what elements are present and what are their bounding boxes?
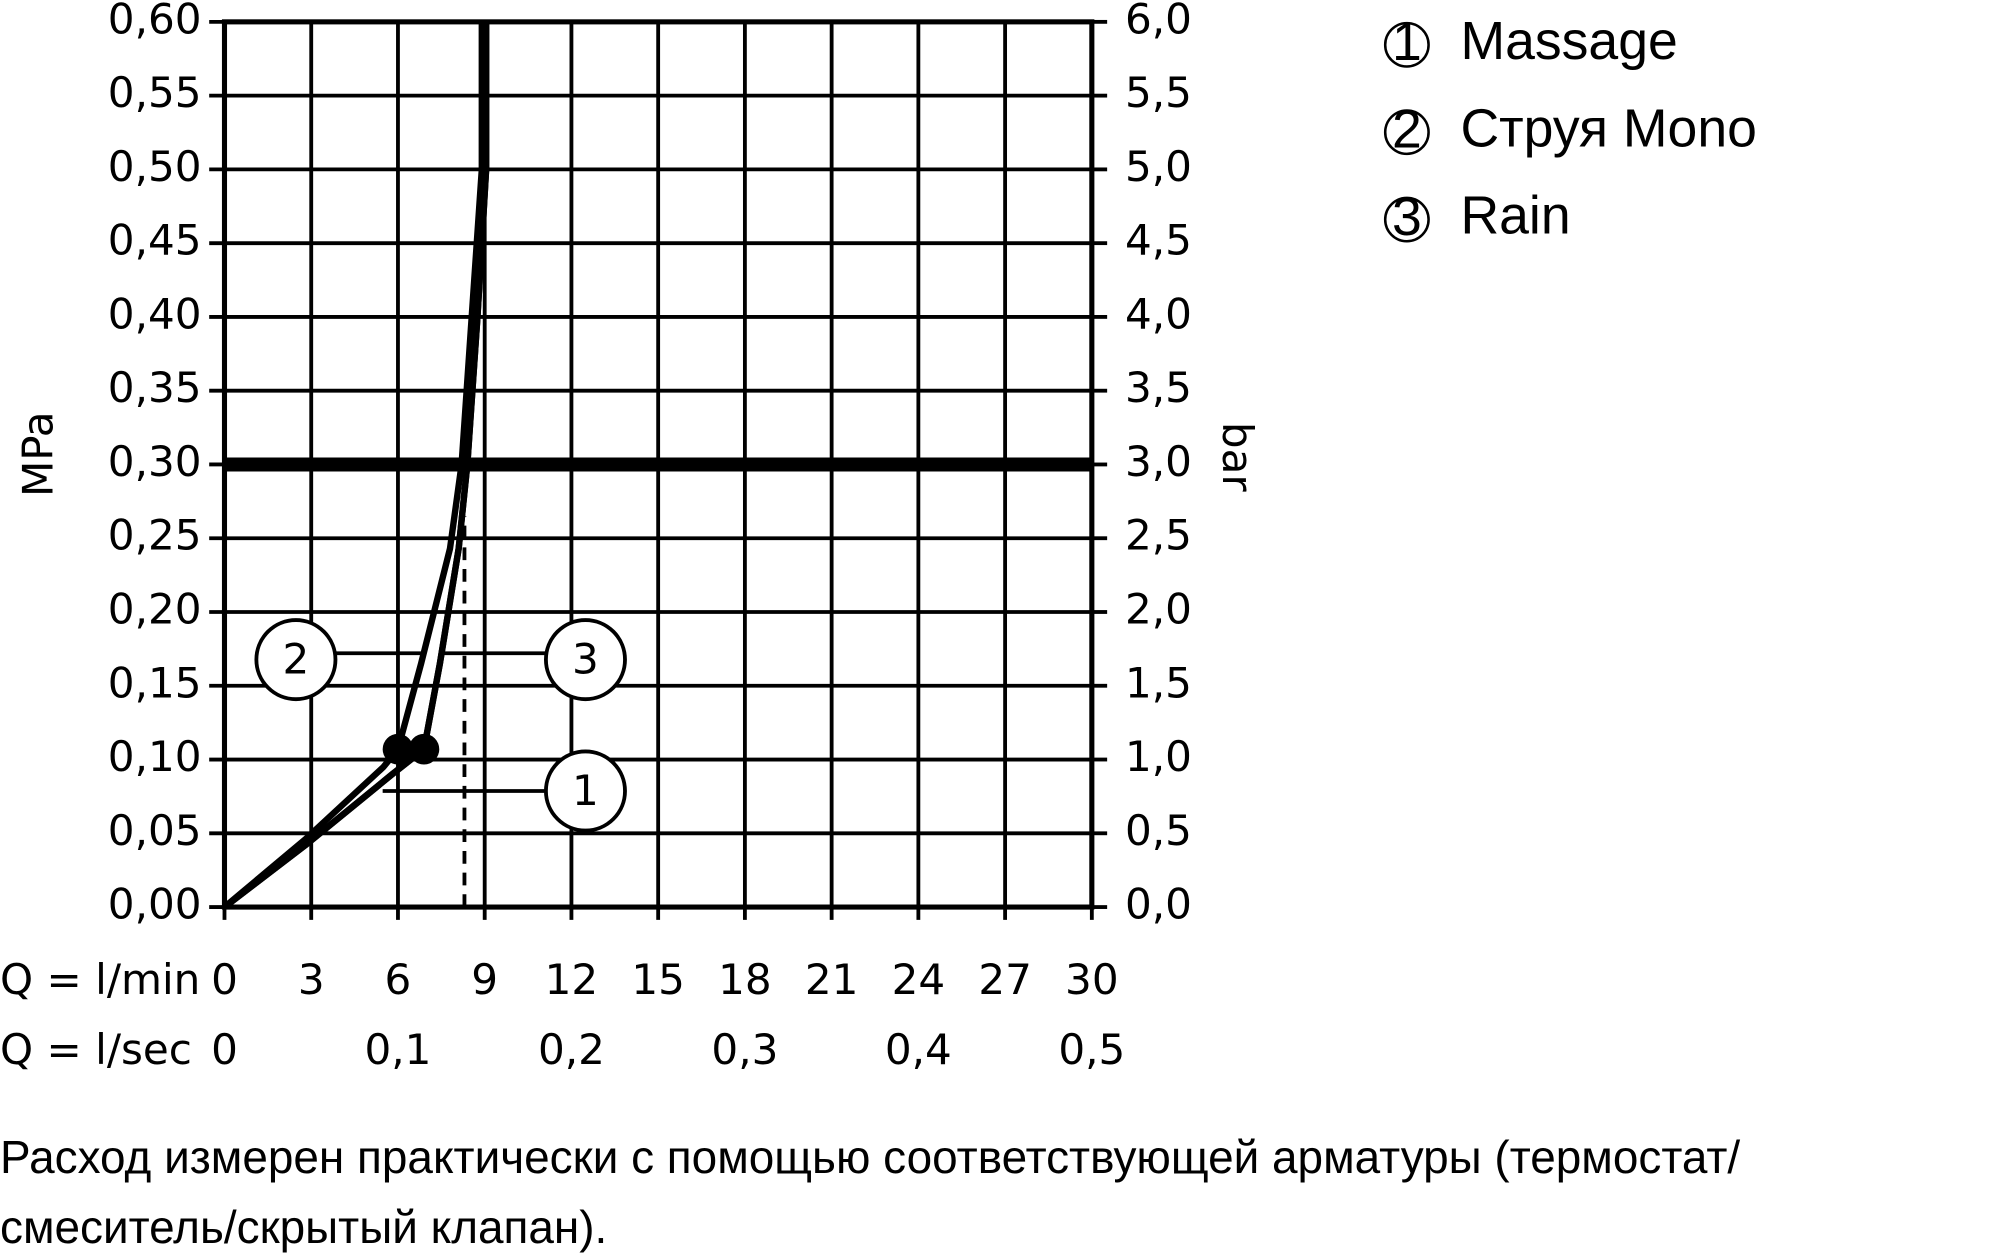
callout-circle bbox=[254, 618, 338, 702]
y2-tick-label: 3,0 bbox=[1125, 437, 1192, 486]
x-tick-label: 18 bbox=[718, 955, 772, 1004]
x-tick-label: 9 bbox=[471, 955, 498, 1004]
x-tick-label: 27 bbox=[978, 955, 1032, 1004]
legend-symbol-label: 2 bbox=[1392, 101, 1422, 160]
y-tick-label: 0,10 bbox=[108, 732, 202, 781]
y2-tick-label: 5,5 bbox=[1125, 68, 1192, 117]
x-tick-label: 21 bbox=[805, 955, 859, 1004]
legend-symbol bbox=[1383, 196, 1430, 243]
legend-label: Струя Mono bbox=[1460, 99, 1756, 158]
legend-symbol bbox=[1383, 21, 1430, 68]
callout-label: 3 bbox=[572, 635, 599, 684]
legend-symbol-label: 1 bbox=[1392, 13, 1422, 72]
footnote: Расход измерен практически с помощью соо… bbox=[0, 1131, 1740, 1183]
curve bbox=[222, 21, 490, 910]
y-tick-label: 0,15 bbox=[108, 658, 202, 707]
x2-tick-label: 0,1 bbox=[364, 1025, 431, 1074]
y2-tick-label: 1,0 bbox=[1125, 732, 1192, 781]
y-tick-label: 0,20 bbox=[108, 584, 202, 633]
legend-label: Massage bbox=[1460, 12, 1677, 71]
y2-tick-label: 0,5 bbox=[1125, 806, 1192, 855]
x-tick-label: 0 bbox=[211, 955, 238, 1004]
y-tick-label: 0,00 bbox=[108, 880, 202, 929]
y2-tick-label: 5,0 bbox=[1125, 142, 1192, 191]
x-tick-label: 30 bbox=[1065, 955, 1119, 1004]
y-tick-label: 0,50 bbox=[108, 142, 202, 191]
y2-tick-label: 2,5 bbox=[1125, 511, 1192, 560]
y-tick-label: 0,45 bbox=[108, 216, 202, 265]
y2-tick-label: 2,0 bbox=[1125, 584, 1192, 633]
callout-label: 1 bbox=[572, 766, 599, 815]
y-tick-label: 0,55 bbox=[108, 68, 202, 117]
y2-tick-label: 4,0 bbox=[1125, 289, 1192, 338]
x2-tick-label: 0,2 bbox=[538, 1025, 605, 1074]
callout-circle bbox=[544, 749, 627, 833]
curve bbox=[222, 21, 485, 910]
x2-axis-label: Q = l/sec bbox=[0, 1025, 192, 1074]
y-axis-label: MPa bbox=[13, 411, 62, 497]
y-tick-label: 0,30 bbox=[108, 437, 202, 486]
legend-symbol bbox=[1383, 109, 1430, 156]
x2-tick-label: 0 bbox=[211, 1025, 238, 1074]
x-axis-label: Q = l/min bbox=[0, 955, 200, 1004]
operating-point bbox=[408, 733, 440, 765]
x-tick-label: 24 bbox=[892, 955, 946, 1004]
y2-tick-label: 6,0 bbox=[1125, 0, 1192, 43]
y2-tick-label: 4,5 bbox=[1125, 216, 1192, 265]
y2-tick-label: 0,0 bbox=[1125, 880, 1192, 929]
x-tick-label: 15 bbox=[631, 955, 685, 1004]
x-tick-label: 3 bbox=[298, 955, 325, 1004]
y2-tick-label: 1,5 bbox=[1125, 658, 1192, 707]
y2-axis-label: bar bbox=[1213, 422, 1262, 492]
y-tick-label: 0,25 bbox=[108, 511, 202, 560]
x-tick-label: 6 bbox=[385, 955, 412, 1004]
footnote: смеситель/скрытый клапан). bbox=[0, 1201, 607, 1253]
y-tick-label: 0,40 bbox=[108, 289, 202, 338]
x2-tick-label: 0,5 bbox=[1058, 1025, 1125, 1074]
x2-tick-label: 0,3 bbox=[711, 1025, 778, 1074]
y-tick-label: 0,35 bbox=[108, 363, 202, 412]
legend-symbol-label: 3 bbox=[1392, 188, 1422, 247]
operating-point bbox=[382, 733, 414, 765]
x-tick-label: 12 bbox=[545, 955, 599, 1004]
callout-circle bbox=[544, 618, 627, 702]
legend-label: Rain bbox=[1460, 187, 1570, 246]
y-tick-label: 0,05 bbox=[108, 806, 202, 855]
callout-label: 2 bbox=[283, 635, 310, 684]
y-tick-label: 0,60 bbox=[108, 0, 202, 43]
x2-tick-label: 0,4 bbox=[885, 1025, 952, 1074]
y2-tick-label: 3,5 bbox=[1125, 363, 1192, 412]
